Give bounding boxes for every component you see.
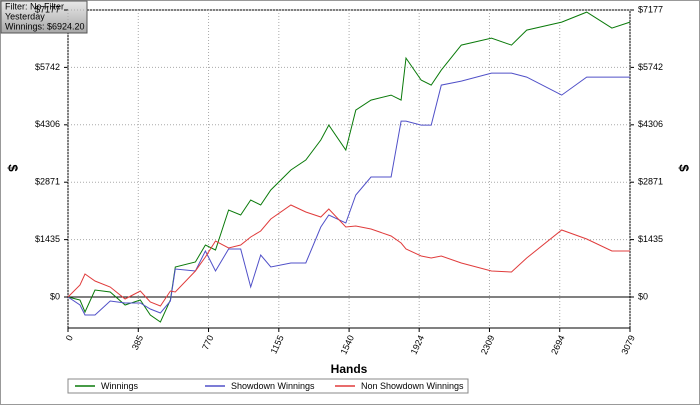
- x-tick-label: 0: [64, 334, 75, 343]
- y-tick-label: $5742: [35, 62, 60, 72]
- legend: [67, 378, 469, 394]
- y-tick-label: $5742: [638, 62, 663, 72]
- legend-label: Showdown Winnings: [231, 381, 315, 391]
- legend-label: Winnings: [101, 381, 139, 391]
- y-tick-label: $0: [638, 291, 648, 301]
- y-tick-label: $7177: [35, 4, 60, 14]
- y-tick-label: $7177: [638, 4, 663, 14]
- y-axis-label: $: [677, 164, 692, 172]
- series-line: [67, 72, 630, 316]
- series-line: [67, 204, 630, 307]
- legend-label: Non Showdown Winnings: [361, 381, 464, 391]
- x-axis-label: Hands: [331, 362, 368, 376]
- y-tick-label: $1435: [35, 234, 60, 244]
- info-box: [0, 0, 88, 34]
- info-text: Yesterday: [5, 11, 45, 21]
- y-tick-label: $2871: [638, 177, 663, 187]
- info-text: Winnings: $6924.20: [5, 21, 85, 31]
- y-tick-label: $0: [50, 291, 60, 301]
- series-line: [67, 11, 631, 323]
- y-tick-label: $4306: [638, 119, 663, 129]
- y-tick-label: $4306: [35, 119, 60, 129]
- y-tick-label: $2871: [35, 177, 60, 187]
- info-text: Filter: No Filter: [5, 1, 64, 11]
- y-tick-label: $1435: [638, 234, 663, 244]
- y-axis-label: $: [6, 164, 21, 172]
